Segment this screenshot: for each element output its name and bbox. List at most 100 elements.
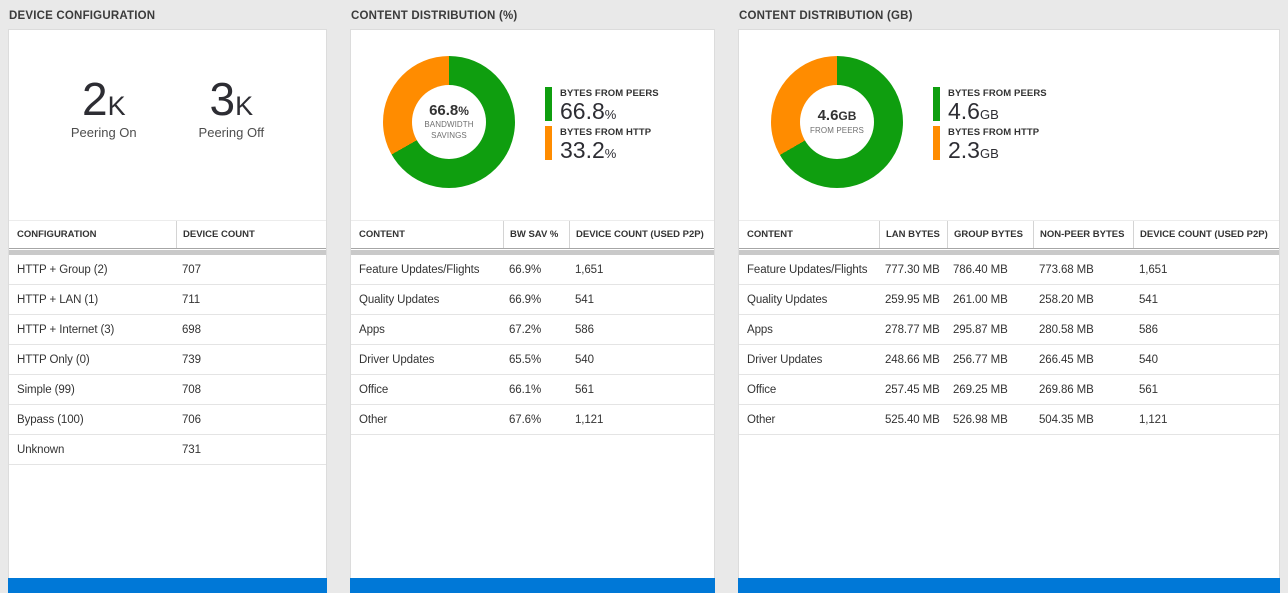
content-distribution-gb-table: CONTENT LAN BYTES GROUP BYTES NON-PEER BYTE… <box>739 220 1279 578</box>
table-row[interactable]: Office 257.45 MB 269.25 MB 269.86 MB 561 <box>739 375 1279 405</box>
table-cell: 67.6% <box>509 413 542 426</box>
table-cell: 540 <box>1139 353 1158 366</box>
table-cell: 257.45 MB <box>885 383 940 396</box>
bandwidth-savings-donut-chart[interactable]: 66.8% BANDWIDTH SAVINGS <box>383 56 515 188</box>
table-cell: 66.9% <box>509 263 542 276</box>
table-row[interactable]: HTTP + LAN (1) 711 <box>9 285 326 315</box>
panel-content-distribution-gb: CONTENT DISTRIBUTION (GB) 4.6GB FROM PEE… <box>738 8 1280 593</box>
stat-peering-off: 3K Peering Off <box>199 76 265 220</box>
table-cell: 773.68 MB <box>1039 263 1094 276</box>
table-row[interactable]: Other 525.40 MB 526.98 MB 504.35 MB 1,121 <box>739 405 1279 435</box>
legend-marker-peers <box>933 87 940 121</box>
table-cell: 1,651 <box>1139 263 1168 276</box>
table-cell: 586 <box>575 323 594 336</box>
stat-peering-off-value: 3K <box>199 76 265 122</box>
table-cell: 540 <box>575 353 594 366</box>
table-cell: 786.40 MB <box>953 263 1008 276</box>
table-cell: Office <box>359 383 389 396</box>
donut-center: 66.8% BANDWIDTH SAVINGS <box>412 85 486 159</box>
stat-number: 3 <box>209 73 236 125</box>
legend-text: BYTES FROM HTTP 33.2% <box>560 126 651 162</box>
table-cell: Unknown <box>17 443 65 456</box>
donut-center-number: 4.6 <box>817 107 839 125</box>
table-cell: 561 <box>575 383 594 396</box>
table-scrollbar[interactable] <box>351 250 714 255</box>
table-cell: 706 <box>182 413 201 426</box>
donut-center-unit: % <box>458 104 469 119</box>
table-scrollbar[interactable] <box>739 250 1279 255</box>
table-cell: 1,651 <box>575 263 604 276</box>
table-cell: 561 <box>1139 383 1158 396</box>
panel-title-content-distribution-gb: CONTENT DISTRIBUTION (GB) <box>739 10 913 22</box>
donut-center-value: 66.8% <box>429 102 469 119</box>
table-cell: 248.66 MB <box>885 353 940 366</box>
table-row[interactable]: Feature Updates/Flights 66.9% 1,651 <box>351 255 714 285</box>
legend-unit: % <box>604 107 617 122</box>
table-cell: 707 <box>182 263 201 276</box>
legend-label: BYTES FROM PEERS <box>560 88 659 99</box>
donut-center-label: FROM PEERS <box>810 125 864 135</box>
table-cell: Driver Updates <box>359 353 435 366</box>
column-header: DEVICE COUNT (USED P2P) <box>569 221 714 248</box>
table-body: HTTP + Group (2) 707 HTTP + LAN (1) 711 HTTP… <box>9 255 326 578</box>
table-row[interactable]: Quality Updates 66.9% 541 <box>351 285 714 315</box>
legend-marker-http <box>545 126 552 161</box>
table-row[interactable]: HTTP Only (0) 739 <box>9 345 326 375</box>
panel-title-content-distribution-pct: CONTENT DISTRIBUTION (%) <box>351 10 518 22</box>
bytes-from-peers-donut-chart[interactable]: 4.6GB FROM PEERS <box>771 56 903 188</box>
table-cell: 541 <box>1139 293 1158 306</box>
legend-value: 33.2% <box>560 138 651 162</box>
legend-text: BYTES FROM PEERS 66.8% <box>560 87 659 123</box>
table-row[interactable]: Feature Updates/Flights 777.30 MB 786.40 M… <box>739 255 1279 285</box>
legend-value: 4.6GB <box>948 99 1047 123</box>
donut-center: 4.6GB FROM PEERS <box>800 85 874 159</box>
legend-item-bytes-from-peers: BYTES FROM PEERS 66.8% <box>545 87 659 123</box>
table-header-row: CONTENT BW SAV % DEVICE COUNT (USED P2P) <box>351 221 714 249</box>
table-row[interactable]: Office 66.1% 561 <box>351 375 714 405</box>
donut-center-unit: GB <box>838 109 857 124</box>
table-cell: 266.45 MB <box>1039 353 1094 366</box>
tile-content-distribution-gb: 4.6GB FROM PEERS BYTES FROM PEERS 4.6GB <box>738 29 1280 578</box>
table-row[interactable]: Driver Updates 248.66 MB 256.77 MB 266.45 M… <box>739 345 1279 375</box>
table-row[interactable]: Other 67.6% 1,121 <box>351 405 714 435</box>
table-cell: Driver Updates <box>747 353 823 366</box>
legend-number: 33.2 <box>560 137 605 164</box>
table-row[interactable]: Apps 278.77 MB 295.87 MB 280.58 MB 586 <box>739 315 1279 345</box>
table-row[interactable]: Bypass (100) 706 <box>9 405 326 435</box>
donut-center-value: 4.6GB <box>818 107 857 124</box>
stat-number: 2 <box>81 73 108 125</box>
table-row[interactable]: Driver Updates 65.5% 540 <box>351 345 714 375</box>
table-cell: Bypass (100) <box>17 413 84 426</box>
legend-unit: % <box>604 146 617 162</box>
donut-center-label: BANDWIDTH SAVINGS <box>424 120 474 141</box>
column-header: GROUP BYTES <box>947 221 1033 248</box>
stat-peering-on: 2K Peering On <box>71 76 137 220</box>
table-row[interactable]: HTTP + Internet (3) 698 <box>9 315 326 345</box>
table-row[interactable]: Unknown 731 <box>9 435 326 465</box>
table-cell: 526.98 MB <box>953 413 1008 426</box>
table-cell: 731 <box>182 443 201 456</box>
table-cell: HTTP + LAN (1) <box>17 293 99 306</box>
table-row[interactable]: Simple (99) 708 <box>9 375 326 405</box>
table-row[interactable]: Quality Updates 259.95 MB 261.00 MB 258.20 … <box>739 285 1279 315</box>
legend-unit: GB <box>979 146 999 162</box>
column-header: DEVICE COUNT (USED P2P) <box>1133 221 1279 248</box>
donut-center-number: 66.8 <box>429 102 459 120</box>
table-cell: HTTP + Internet (3) <box>17 323 115 336</box>
table-row[interactable]: HTTP + Group (2) 707 <box>9 255 326 285</box>
table-cell: 66.9% <box>509 293 542 306</box>
table-cell: 295.87 MB <box>953 323 1008 336</box>
table-cell: 708 <box>182 383 201 396</box>
table-row[interactable]: Apps 67.2% 586 <box>351 315 714 345</box>
peering-stats: 2K Peering On 3K Peering Off <box>9 30 326 220</box>
table-cell: 65.5% <box>509 353 542 366</box>
column-header: CONTENT <box>747 229 793 240</box>
table-cell: 269.86 MB <box>1039 383 1094 396</box>
table-cell: 278.77 MB <box>885 323 940 336</box>
table-scrollbar[interactable] <box>9 250 326 255</box>
bytes-from-peers-chart-area: 4.6GB FROM PEERS BYTES FROM PEERS 4.6GB <box>739 30 1279 220</box>
legend-number: 66.8 <box>560 98 605 124</box>
table-cell: 525.40 MB <box>885 413 940 426</box>
table-cell: Quality Updates <box>359 293 440 306</box>
table-cell: 256.77 MB <box>953 353 1008 366</box>
